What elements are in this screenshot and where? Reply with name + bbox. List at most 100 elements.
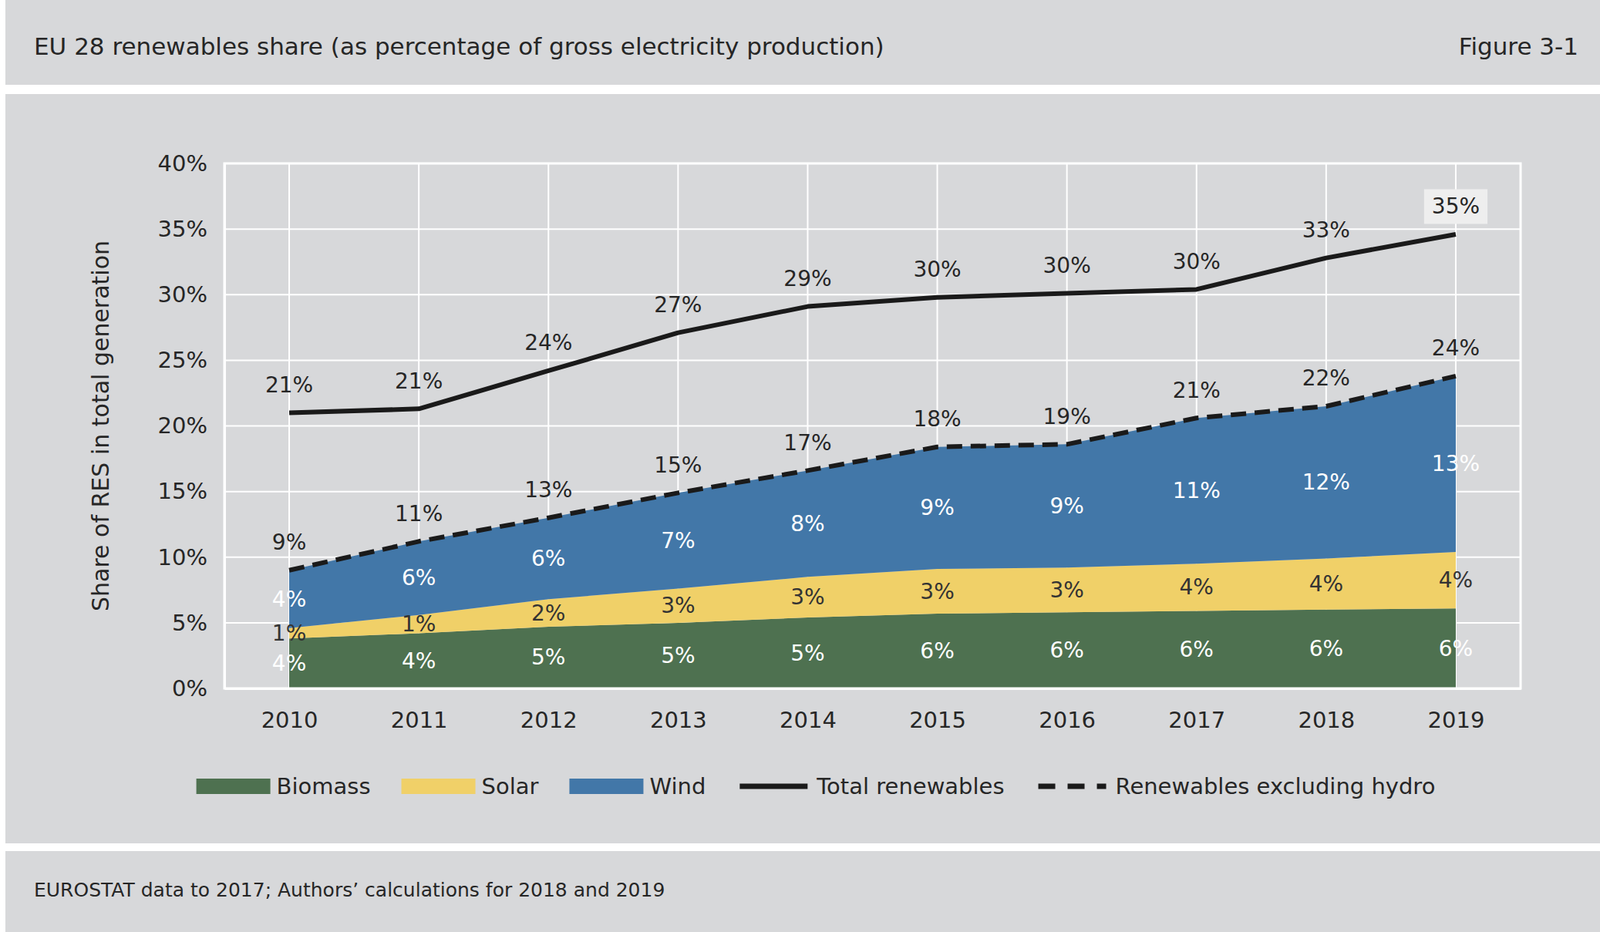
y-tick-label: 30%	[158, 281, 208, 308]
legend-item: Renewables excluding hydro	[1038, 773, 1436, 800]
marks	[289, 234, 1456, 689]
data-label: 22%	[1302, 365, 1351, 391]
x-tick: 2013	[650, 688, 708, 734]
data-label: 9%	[1049, 493, 1084, 519]
chart-panel	[5, 94, 1600, 844]
figure-label: Figure 3-1	[1458, 32, 1579, 61]
x-tick-label: 2012	[520, 707, 578, 734]
x-axis: 2010 2011 2012 2013 2014 2015 2016 2017 2018 2019	[225, 688, 1522, 734]
chart: EU 28 renewables share (as percentage of…	[0, 0, 1600, 932]
legend-item: Biomass	[196, 773, 371, 800]
data-label: 6%	[919, 638, 954, 664]
title: EU 28 renewables share (as percentage of…	[33, 32, 885, 61]
x-axis-line	[225, 687, 1522, 691]
data-label: 8%	[790, 511, 825, 537]
x-tick-label: 2010	[261, 707, 319, 734]
data-label: 7%	[660, 528, 695, 554]
y-tick: 35%	[158, 215, 225, 243]
data-label: 4%	[401, 648, 436, 674]
data-label: 18%	[912, 406, 961, 432]
y-tick: 5%	[171, 609, 225, 637]
plot-frame	[224, 163, 1521, 689]
data-label: 17%	[783, 430, 832, 456]
line-total-renewables	[289, 234, 1456, 414]
data-label: 30%	[1172, 249, 1221, 275]
y-tick-label: 35%	[158, 215, 208, 243]
x-tick: 2018	[1297, 688, 1355, 734]
legend-swatch	[196, 778, 271, 795]
y-tick-label: 10%	[158, 544, 208, 571]
data-label: 5%	[531, 644, 566, 671]
label-highlight	[1424, 188, 1488, 224]
data-label: 24%	[524, 330, 573, 356]
x-tick-label: 2014	[779, 707, 837, 734]
legend-label: Wind	[649, 773, 706, 800]
data-label: 3%	[660, 592, 695, 619]
data-label: 24%	[1431, 335, 1480, 361]
y-tick: 30%	[158, 281, 225, 308]
data-label: 4%	[272, 586, 307, 613]
legend-swatch	[401, 778, 476, 795]
data-label: 6%	[1049, 637, 1084, 664]
data-label: 5%	[790, 640, 825, 667]
legend-item: Solar	[401, 773, 539, 800]
y-tick-label: 15%	[158, 478, 208, 505]
x-tick-label: 2011	[390, 707, 448, 734]
data-label: 3%	[919, 579, 954, 605]
data-label: 1%	[401, 611, 436, 637]
data-label: 6%	[1438, 636, 1473, 662]
x-tick: 2017	[1168, 688, 1226, 734]
data-label: 13%	[524, 477, 573, 503]
header-band	[5, 0, 1600, 85]
data-label: 6%	[401, 565, 436, 591]
data-label: 11%	[394, 501, 443, 527]
y-tick-label: 20%	[158, 412, 208, 439]
data-label: 30%	[912, 256, 961, 283]
x-tick: 2010	[261, 688, 319, 734]
y-axis-line	[223, 164, 226, 690]
x-tick: 2016	[1038, 688, 1096, 734]
legend-label: Solar	[481, 773, 539, 800]
source: EUROSTAT data to 2017; Authors’ calculat…	[33, 879, 665, 902]
y-tick: 0%	[171, 675, 225, 702]
data-label: 27%	[653, 292, 702, 318]
y-tick-label: 25%	[158, 346, 208, 374]
data-label: 3%	[790, 584, 825, 610]
data-label: 11%	[1172, 478, 1221, 504]
data-label: 4%	[1438, 567, 1473, 593]
legend-label: Total renewables	[815, 773, 1004, 800]
y-tick: 20%	[158, 412, 225, 439]
x-tick-label: 2015	[909, 707, 967, 734]
x-tick-label: 2017	[1168, 707, 1226, 734]
data-label: 30%	[1043, 252, 1092, 279]
data-label: 6%	[531, 545, 566, 572]
data-label: 35%	[1431, 193, 1480, 219]
legend-swatch	[739, 784, 808, 790]
data-label: 12%	[1302, 469, 1351, 496]
x-tick: 2014	[779, 688, 837, 734]
data-label: 6%	[1309, 636, 1344, 662]
legend-label: Renewables excluding hydro	[1115, 773, 1436, 800]
y-tick: 40%	[158, 150, 225, 177]
data-label: 21%	[265, 372, 314, 398]
y-tick-label: 5%	[171, 609, 208, 637]
x-tick-label: 2013	[650, 707, 708, 734]
data-label: 2%	[531, 600, 566, 627]
x-tick-label: 2016	[1038, 707, 1096, 734]
data-label: 15%	[653, 452, 702, 479]
data-label: 33%	[1302, 217, 1351, 243]
y-tick: 25%	[158, 346, 225, 374]
data-label: 21%	[1172, 377, 1221, 404]
y-tick-label: 40%	[158, 150, 208, 177]
data-label: 6%	[1179, 636, 1214, 663]
x-tick-label: 2019	[1428, 707, 1486, 734]
footer-band	[5, 851, 1600, 932]
legend-item: Total renewables	[739, 773, 1004, 800]
x-tick: 2012	[520, 688, 578, 734]
legend-label: Biomass	[276, 773, 371, 800]
x-tick-label: 2018	[1297, 707, 1355, 734]
data-labels: 4%4%5%5%5%6%6%6%6%6%1%1%2%3%3%3%3%4%4%4%…	[265, 188, 1488, 677]
legend: Biomass Solar Wind Total renewables Renewabl…	[196, 773, 1436, 800]
page-background	[0, 0, 1600, 932]
line-renewables-excluding-hydro	[289, 376, 1456, 571]
